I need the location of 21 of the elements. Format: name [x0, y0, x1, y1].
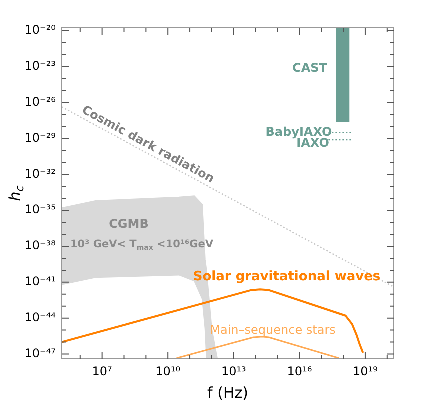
- y-tick-label: 10⁻³⁵: [24, 202, 56, 217]
- y-tick-label: 10⁻⁴¹: [24, 274, 56, 289]
- y-tick-label: 10⁻⁴⁴: [24, 310, 56, 324]
- y-axis-title: hc: [6, 186, 26, 202]
- annotation: CGMB: [109, 217, 149, 232]
- x-tick-label: 10¹⁶: [287, 364, 312, 378]
- annotation: Main–sequence stars: [210, 323, 336, 338]
- y-tick-label: 10⁻²⁶: [24, 95, 56, 109]
- y-tick-label: 10⁻⁴⁷: [24, 346, 56, 360]
- y-tick-label: 10⁻²⁹: [24, 130, 56, 145]
- x-tick-label: 10¹⁰: [156, 364, 181, 378]
- y-tick-label: 10⁻³⁸: [24, 238, 56, 253]
- y-tick-label: 10⁻³²: [24, 166, 56, 181]
- x-tick-label: 10¹⁹: [353, 364, 378, 378]
- x-tick-label: 10⁷: [92, 364, 113, 378]
- annotation: CAST: [292, 61, 328, 76]
- y-tick-label: 10⁻²³: [24, 59, 56, 74]
- x-tick-label: 10¹³: [221, 364, 247, 378]
- annotation: Solar gravitational waves: [193, 269, 381, 284]
- y-tick-label: 10⁻²⁰: [24, 23, 56, 38]
- x-axis-title: f (Hz): [208, 384, 248, 402]
